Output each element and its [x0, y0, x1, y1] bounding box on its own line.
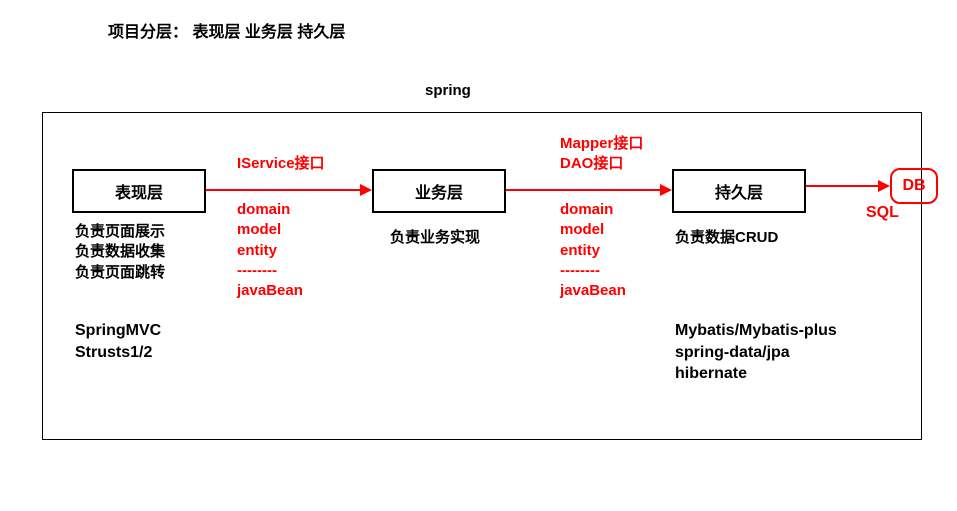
arrow-service-to-persist: [506, 182, 672, 198]
container-title: spring: [425, 82, 471, 99]
arrow-pres-to-service: [206, 182, 372, 198]
edge1-top-label: IService接口: [237, 152, 325, 173]
edge1-bottom-labels: domain model entity -------- javaBean: [237, 200, 303, 301]
edge1-line: javaBean: [237, 281, 303, 301]
presentation-tech-line: SpringMVC: [75, 320, 161, 342]
node-presentation-title: 表现层: [115, 179, 163, 203]
edge2-line: entity: [560, 241, 626, 261]
persistence-desc: 负责数据CRUD: [675, 226, 778, 247]
persistence-tech-line: Mybatis/Mybatis-plus: [675, 320, 837, 342]
edge2-line: javaBean: [560, 281, 626, 301]
node-db-label: DB: [902, 177, 925, 195]
node-presentation: 表现层: [72, 169, 206, 213]
presentation-desc-line: 负责页面展示: [75, 222, 165, 242]
node-persistence-title: 持久层: [715, 179, 763, 203]
edge2-top-labels: Mapper接口 DAO接口: [560, 134, 643, 175]
edge2-line: domain: [560, 200, 626, 220]
presentation-tech: SpringMVC Strusts1/2: [75, 320, 161, 363]
node-service: 业务层: [372, 169, 506, 213]
edge2-top-line: DAO接口: [560, 154, 643, 174]
presentation-desc-line: 负责页面跳转: [75, 263, 165, 283]
node-db: DB: [890, 168, 938, 204]
outer-container: [42, 112, 922, 440]
edge1-line: entity: [237, 241, 303, 261]
edge2-line: --------: [560, 261, 626, 281]
persistence-tech-line: spring-data/jpa: [675, 342, 837, 364]
edge1-line: model: [237, 220, 303, 240]
sql-label: SQL: [866, 204, 899, 222]
edge2-top-line: Mapper接口: [560, 134, 643, 154]
persistence-tech: Mybatis/Mybatis-plus spring-data/jpa hib…: [675, 320, 837, 385]
node-service-title: 业务层: [415, 179, 463, 203]
edge2-line: model: [560, 220, 626, 240]
service-desc: 负责业务实现: [390, 226, 480, 247]
node-persistence: 持久层: [672, 169, 806, 213]
edge2-bottom-labels: domain model entity -------- javaBean: [560, 200, 626, 301]
presentation-desc: 负责页面展示 负责数据收集 负责页面跳转: [75, 222, 165, 283]
arrow-persist-to-db: [806, 178, 890, 194]
edge1-line: --------: [237, 261, 303, 281]
presentation-desc-line: 负责数据收集: [75, 242, 165, 262]
presentation-tech-line: Strusts1/2: [75, 342, 161, 364]
persistence-tech-line: hibernate: [675, 363, 837, 385]
edge1-line: domain: [237, 200, 303, 220]
diagram-canvas: 项目分层： 表现层 业务层 持久层 spring 表现层 负责页面展示 负责数据…: [0, 0, 957, 511]
diagram-heading: 项目分层： 表现层 业务层 持久层: [108, 18, 345, 42]
